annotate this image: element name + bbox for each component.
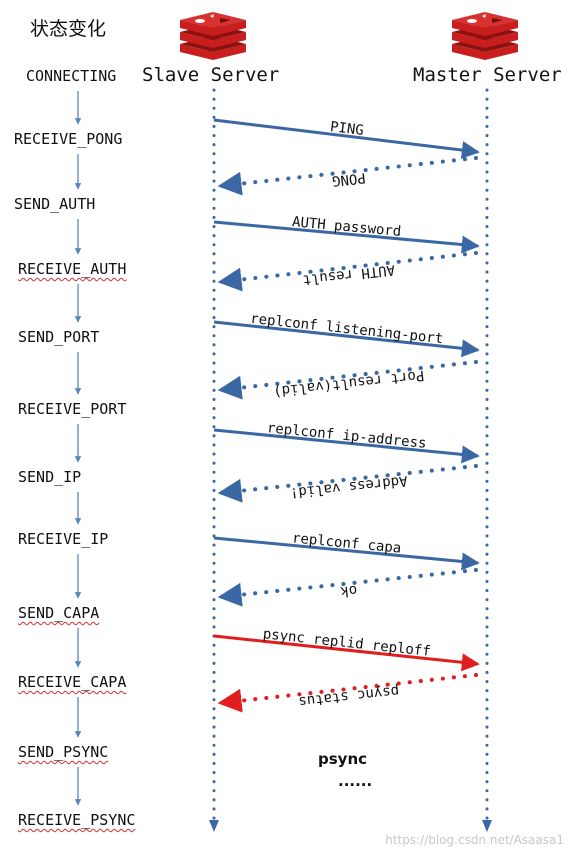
message-arrow [217, 251, 478, 292]
message-label: replconf ip-address [266, 420, 427, 452]
psync-label: psync [318, 750, 368, 768]
message-arrow [213, 118, 480, 159]
state-label: SEND_PSYNC [18, 743, 109, 761]
message-label: ok [339, 582, 358, 600]
state-label: SEND_PORT [18, 328, 100, 346]
redis-logo-icon [452, 12, 518, 60]
message-label: Address valid! [289, 472, 408, 500]
state-label: RECEIVE_PORT [18, 400, 127, 418]
state-label: RECEIVE_PONG [14, 130, 123, 148]
message-arrow [217, 673, 478, 713]
message-arrow [213, 320, 480, 358]
state-label: SEND_AUTH [14, 195, 96, 213]
master-lifeline-arrowhead [482, 820, 492, 832]
message-arrow [217, 156, 478, 196]
master-server-label: Master Server [413, 64, 562, 86]
slave-lifeline-arrowhead [209, 820, 219, 832]
message-label: replconf listening-port [249, 311, 443, 347]
message-arrow [217, 464, 478, 503]
message-label: replconf capa [291, 530, 402, 556]
message-arrow [213, 428, 480, 464]
slave-server-label: Slave Server [142, 64, 280, 86]
state-label: SEND_CAPA [18, 604, 100, 622]
message-label: psync replid reploff [262, 626, 431, 660]
message-arrow [213, 220, 480, 254]
state-label: RECEIVE_AUTH [18, 260, 127, 278]
message-label: Port result(valid) [272, 367, 425, 399]
state-label: RECEIVE_PSYNC [18, 811, 136, 829]
state-label: RECEIVE_CAPA [18, 673, 127, 691]
message-label: AUTH result [302, 261, 396, 287]
message-layer: PING PONG AUTH password AUTH result replconf… [213, 118, 480, 713]
message-label: psync status [298, 683, 400, 710]
diagram-title: 状态变化 [30, 18, 107, 40]
message-label: PONG [331, 169, 366, 189]
state-label: SEND_IP [18, 468, 82, 486]
state-label: RECEIVE_IP [18, 530, 109, 548]
ellipsis-label: ...... [338, 772, 373, 790]
message-arrow [217, 568, 478, 607]
message-label: PING [329, 119, 364, 139]
message-arrow [213, 536, 480, 571]
watermark: https://blog.csdn.net/Asaasa1 [385, 833, 564, 847]
message-arrow [213, 634, 480, 672]
redis-logo-icon [180, 12, 246, 60]
message-label: AUTH password [291, 214, 402, 240]
state-label: CONNECTING [26, 67, 117, 85]
message-arrow [217, 360, 478, 400]
